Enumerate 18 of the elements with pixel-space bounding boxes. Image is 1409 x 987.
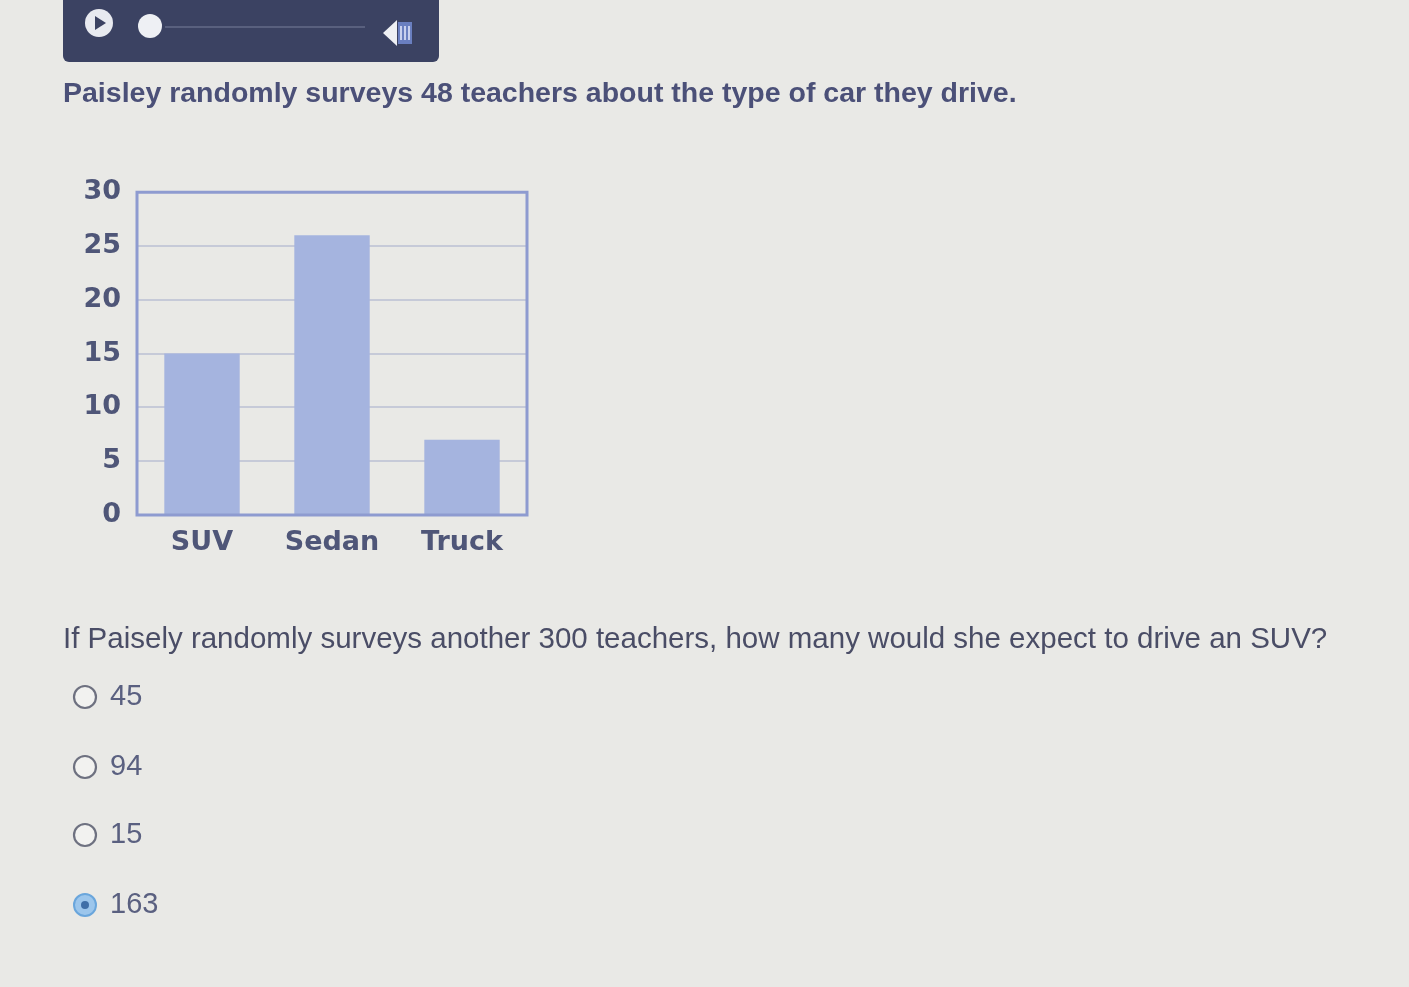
x-tick-label: SUV bbox=[170, 525, 234, 557]
y-tick-label: 25 bbox=[83, 228, 121, 260]
chart-title: Paisley randomly surveys 48 teachers about the type of car they drive. bbox=[63, 76, 1017, 109]
text: 163 bbox=[110, 887, 159, 920]
y-tick-label: 30 bbox=[83, 174, 121, 206]
y-tick-label: 15 bbox=[83, 335, 121, 367]
bar bbox=[294, 235, 370, 514]
x-tick-label: Sedan bbox=[284, 525, 380, 557]
y-tick-label: 0 bbox=[102, 497, 121, 529]
y-tick-label: 5 bbox=[102, 443, 121, 475]
text: 94 bbox=[110, 749, 143, 782]
bar bbox=[424, 439, 500, 514]
text: If Paisely randomly surveys another 300 teachers, how many would she expect to drive an SUV? bbox=[63, 621, 1328, 655]
y-tick-label: 20 bbox=[83, 281, 121, 313]
y-tick-label: 10 bbox=[83, 389, 121, 421]
text: 45 bbox=[110, 679, 143, 712]
x-tick-label: Truck bbox=[421, 525, 505, 557]
bar bbox=[164, 353, 240, 514]
